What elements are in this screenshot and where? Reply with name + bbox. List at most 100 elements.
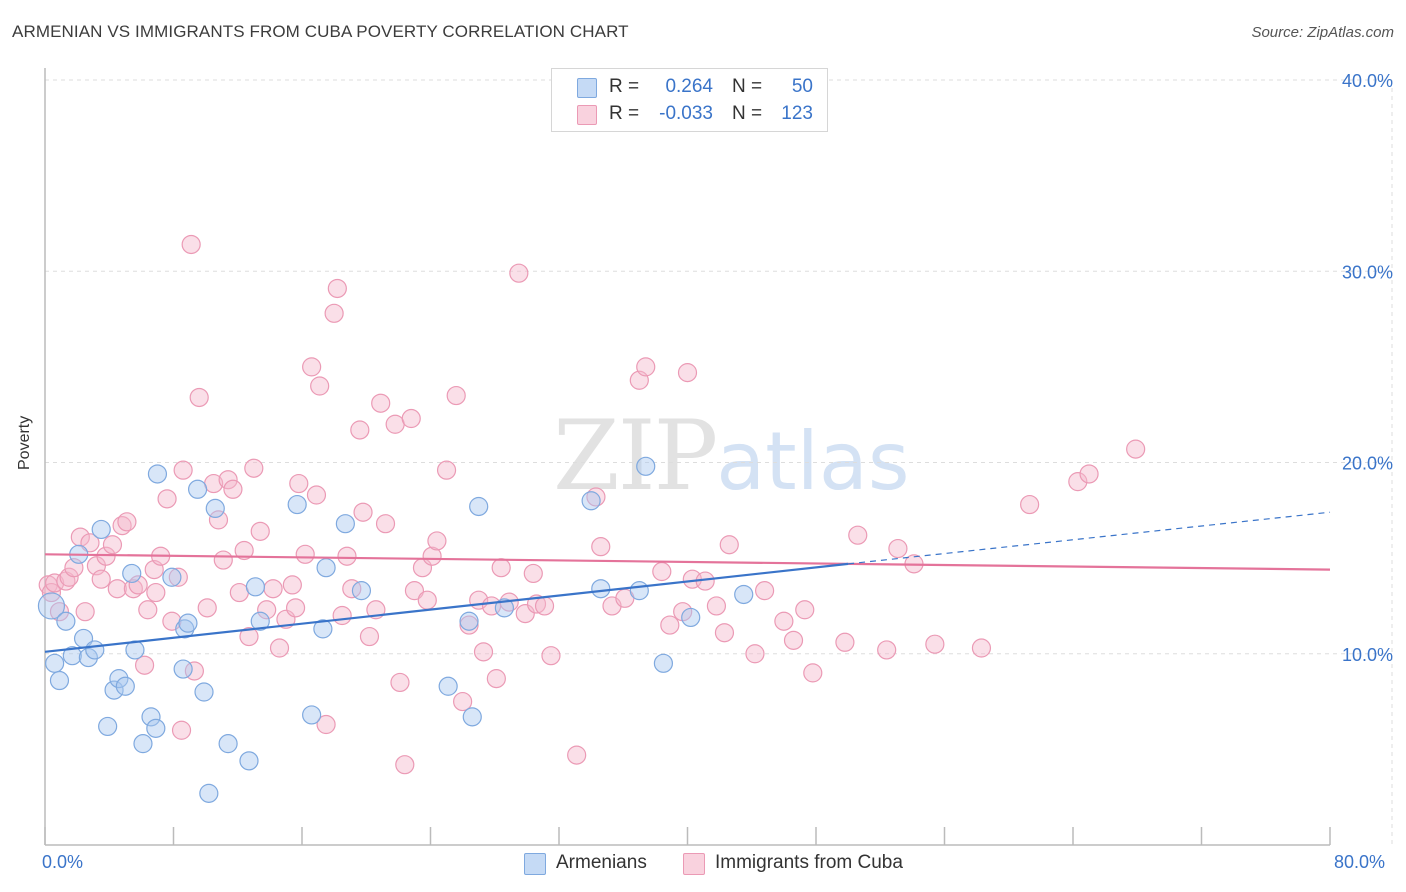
watermark-zip: ZIP — [553, 400, 718, 512]
cuba-point — [359, 626, 380, 647]
cuba-point — [375, 514, 396, 534]
armenians-point — [462, 707, 482, 727]
armenians-point — [459, 611, 479, 631]
cuba-point — [332, 605, 352, 626]
cuba-point — [523, 563, 543, 584]
y-tick-label: 30.0% — [1342, 262, 1393, 282]
y-tick-labels: 10.0% 20.0% 30.0% 40.0% — [1342, 71, 1393, 665]
cuba-point — [971, 638, 992, 658]
armenians-point — [591, 579, 611, 599]
armenians-point — [199, 783, 219, 803]
cuba-point — [239, 626, 259, 647]
legend-swatch-pink — [577, 105, 597, 125]
armenians-point — [245, 577, 266, 597]
armenians-point — [178, 613, 198, 633]
cuba-point — [754, 581, 775, 601]
cuba-point — [1020, 494, 1040, 515]
y-tick-label: 40.0% — [1342, 71, 1393, 91]
cuba-point — [636, 357, 656, 377]
armenians-point — [438, 676, 458, 696]
armenians-point — [636, 456, 656, 476]
cuba-point — [385, 414, 405, 434]
armenians-point — [37, 592, 66, 620]
cuba-point — [401, 408, 421, 429]
armenians-point — [109, 669, 129, 689]
cuba-point — [138, 600, 158, 620]
cuba-point — [774, 611, 794, 631]
legend-n-value: 50 — [791, 76, 813, 97]
armenians-point — [313, 619, 333, 639]
cuba-point — [250, 521, 270, 541]
armenians-point — [115, 676, 135, 696]
cuba-point — [395, 755, 415, 775]
armenians-point — [122, 563, 142, 584]
cuba-point — [888, 538, 908, 559]
cuba-point — [316, 714, 336, 735]
armenians-point — [175, 619, 195, 639]
legend-r-value: -0.033 — [659, 103, 713, 124]
cuba-point — [473, 642, 494, 662]
cuba-point — [157, 489, 177, 509]
armenians-point — [653, 653, 674, 673]
cuba-point — [509, 263, 529, 283]
x-tick-left: 0.0% — [42, 852, 84, 872]
armenians-point — [98, 716, 118, 737]
cuba-point — [234, 540, 254, 561]
cuba-point — [925, 634, 945, 654]
legend-r-label: R = — [609, 76, 640, 97]
series-immigrants-from-cuba — [38, 234, 1146, 775]
cuba-point — [1079, 464, 1099, 484]
cuba-point — [427, 531, 447, 551]
cuba-point — [80, 533, 100, 553]
armenians-point — [302, 705, 322, 725]
cuba-point — [541, 646, 561, 666]
cuba-point — [128, 575, 148, 595]
cuba-point — [70, 527, 90, 547]
armenians-point — [45, 653, 65, 673]
cuba-point — [371, 393, 391, 413]
cuba-point — [803, 663, 823, 683]
cuba-point — [567, 745, 587, 765]
cuba-point — [390, 672, 410, 693]
armenians-point — [162, 567, 182, 587]
cuba-point — [745, 644, 765, 664]
cuba-point — [285, 598, 306, 618]
cuba-point — [173, 460, 193, 480]
bottom-legend-label: Armenians — [556, 852, 647, 873]
cuba-point — [877, 640, 897, 660]
legend-r-label: R = — [609, 103, 640, 124]
cuba-point — [719, 535, 739, 555]
cuba-point — [714, 623, 735, 643]
cuba-point — [453, 691, 473, 712]
watermark: ZIPatlas — [553, 400, 910, 512]
source-label: Source: ZipAtlas.com — [1251, 24, 1394, 41]
armenians-point — [173, 659, 193, 679]
armenians-point — [56, 611, 76, 631]
bottom-legend-swatch-blue — [524, 853, 546, 875]
armenians-trend-extension — [848, 511, 1331, 565]
armenians-point — [287, 494, 307, 515]
cuba-point — [257, 600, 277, 620]
armenians-point — [734, 584, 754, 605]
armenians-point — [494, 598, 514, 618]
cuba-point — [310, 376, 330, 396]
cuba-point — [171, 720, 192, 740]
armenians-point — [316, 558, 336, 578]
armenians-point — [629, 581, 649, 601]
armenians-point — [469, 496, 489, 517]
armenians-point — [239, 751, 259, 771]
cuba-point — [223, 479, 243, 499]
cuba-point — [652, 561, 672, 582]
cuba-point — [75, 602, 95, 622]
y-tick-label: 20.0% — [1342, 454, 1393, 474]
cuba-point — [422, 546, 442, 566]
armenians-point — [133, 734, 153, 754]
armenians-point — [681, 607, 701, 628]
legend-n-label: N = — [732, 76, 763, 97]
legend-row-cuba: R = -0.033 N = 123 — [552, 100, 827, 128]
armenians-point — [141, 707, 161, 727]
armenians-point — [62, 646, 82, 666]
x-tick-right: 80.0% — [1334, 852, 1386, 872]
cuba-point — [835, 632, 855, 652]
